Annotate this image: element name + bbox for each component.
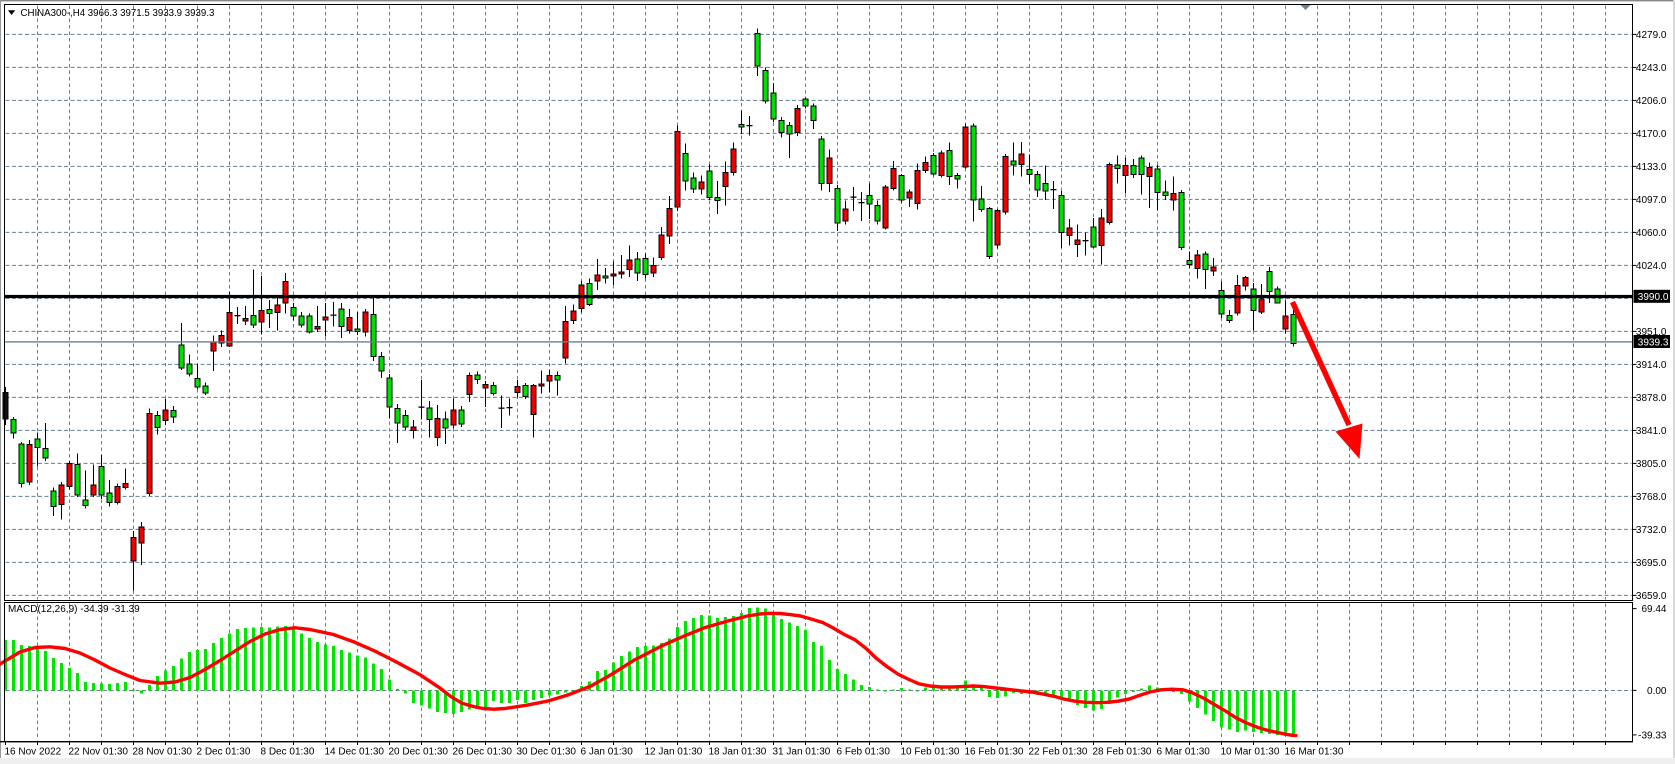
svg-text:69.44: 69.44	[1641, 604, 1666, 615]
svg-text:10 Feb 01:30: 10 Feb 01:30	[901, 746, 960, 757]
svg-text:3878.0: 3878.0	[1636, 393, 1667, 404]
svg-text:28 Nov 01:30: 28 Nov 01:30	[133, 746, 193, 757]
svg-text:3659.0: 3659.0	[1636, 591, 1667, 602]
svg-text:6 Feb 01:30: 6 Feb 01:30	[837, 746, 891, 757]
svg-text:3768.0: 3768.0	[1636, 492, 1667, 503]
svg-text:4206.0: 4206.0	[1636, 96, 1667, 107]
svg-text:3841.0: 3841.0	[1636, 426, 1667, 437]
svg-text:26 Dec 01:30: 26 Dec 01:30	[453, 746, 513, 757]
svg-text:12 Jan 01:30: 12 Jan 01:30	[645, 746, 703, 757]
svg-text:4060.0: 4060.0	[1636, 228, 1667, 239]
svg-text:3805.0: 3805.0	[1636, 459, 1667, 470]
svg-text:4133.0: 4133.0	[1636, 162, 1667, 173]
svg-text:4279.0: 4279.0	[1636, 30, 1667, 41]
svg-text:3914.0: 3914.0	[1636, 360, 1667, 371]
svg-text:16 Mar 01:30: 16 Mar 01:30	[1285, 746, 1344, 757]
svg-text:6 Jan 01:30: 6 Jan 01:30	[581, 746, 634, 757]
svg-text:MACD(12,26,9) -34.39 -31.39: MACD(12,26,9) -34.39 -31.39	[8, 604, 140, 615]
svg-text:18 Jan 01:30: 18 Jan 01:30	[709, 746, 767, 757]
svg-text:28 Feb 01:30: 28 Feb 01:30	[1093, 746, 1152, 757]
svg-text:30 Dec 01:30: 30 Dec 01:30	[517, 746, 577, 757]
svg-text:4243.0: 4243.0	[1636, 63, 1667, 74]
svg-text:10 Mar 01:30: 10 Mar 01:30	[1221, 746, 1280, 757]
svg-text:31 Jan 01:30: 31 Jan 01:30	[773, 746, 831, 757]
svg-text:3951.0: 3951.0	[1636, 327, 1667, 338]
svg-text:6 Mar 01:30: 6 Mar 01:30	[1157, 746, 1211, 757]
svg-text:CHINA300-,H4 3966.3 3971.5 39: CHINA300-,H4 3966.3 3971.5 3933.9 3939.3	[21, 8, 215, 19]
svg-text:22 Feb 01:30: 22 Feb 01:30	[1029, 746, 1088, 757]
svg-text:3695.0: 3695.0	[1636, 558, 1667, 569]
svg-text:20 Dec 01:30: 20 Dec 01:30	[389, 746, 449, 757]
svg-text:4024.0: 4024.0	[1636, 261, 1667, 272]
svg-text:3939.3: 3939.3	[1638, 337, 1669, 348]
svg-text:14 Dec 01:30: 14 Dec 01:30	[325, 746, 385, 757]
svg-text:3990.0: 3990.0	[1638, 292, 1669, 303]
svg-text:4097.0: 4097.0	[1636, 195, 1667, 206]
svg-text:3732.0: 3732.0	[1636, 525, 1667, 536]
svg-text:0.00: 0.00	[1647, 686, 1667, 697]
svg-text:-39.33: -39.33	[1638, 731, 1667, 742]
svg-text:16 Feb 01:30: 16 Feb 01:30	[965, 746, 1024, 757]
svg-text:2 Dec 01:30: 2 Dec 01:30	[197, 746, 251, 757]
svg-text:8 Dec 01:30: 8 Dec 01:30	[261, 746, 315, 757]
svg-text:4170.0: 4170.0	[1636, 129, 1667, 140]
svg-text:16 Nov 2022: 16 Nov 2022	[5, 746, 62, 757]
svg-text:22 Nov 01:30: 22 Nov 01:30	[69, 746, 129, 757]
